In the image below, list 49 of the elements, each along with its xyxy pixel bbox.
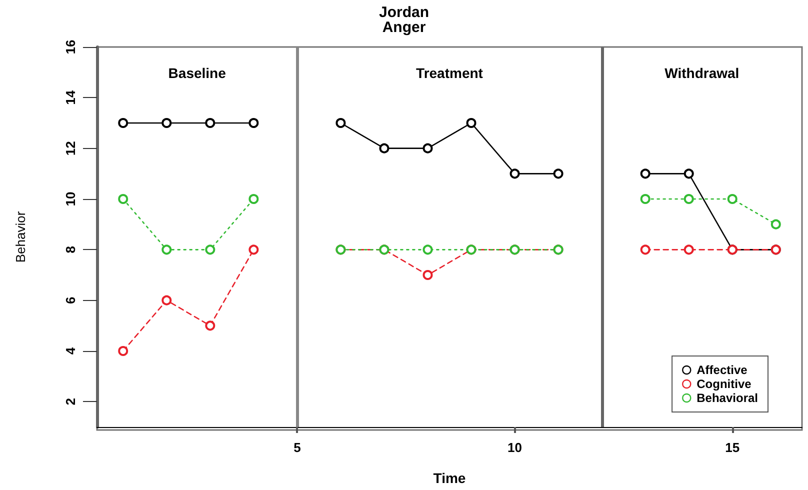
point [248, 194, 259, 204]
point [727, 194, 738, 204]
legend-label: Cognitive [696, 377, 752, 391]
point [510, 168, 520, 179]
point [118, 346, 128, 356]
point [162, 295, 172, 306]
point [684, 194, 694, 204]
y-tick-label: 10 [63, 192, 78, 206]
point [684, 168, 694, 179]
point [336, 118, 346, 128]
point [118, 118, 128, 128]
x-tick-label: 15 [725, 440, 740, 455]
point [248, 118, 259, 128]
x-tick-label: 10 [508, 440, 522, 455]
y-tick-label: 14 [63, 90, 78, 105]
point [205, 244, 216, 255]
point [422, 244, 433, 255]
y-tick-label: 16 [63, 40, 78, 54]
point [379, 143, 390, 154]
point [640, 244, 650, 255]
legend-label: Affective [696, 363, 748, 377]
chart-title: Jordan [378, 4, 430, 21]
y-axis-title: Behavior [13, 210, 28, 263]
point [205, 118, 216, 128]
y-tick-label: 4 [63, 346, 78, 355]
y-tick-label: 8 [63, 246, 78, 254]
point [770, 219, 781, 230]
y-tick-label: 6 [63, 296, 78, 304]
y-tick-label: 12 [63, 141, 78, 156]
point [205, 320, 216, 331]
x-axis-title: Time [433, 470, 466, 486]
point [553, 168, 564, 179]
y-tick-label: 2 [63, 398, 78, 406]
annotation: Treatment [416, 65, 484, 81]
point [162, 118, 172, 128]
annotation: Withdrawal [664, 65, 740, 81]
point [422, 270, 433, 280]
legend-label: Behavioral [696, 391, 758, 405]
point [640, 168, 650, 179]
point [422, 143, 433, 154]
point [118, 194, 128, 204]
point [640, 194, 650, 204]
chart-subtitle: Anger [382, 19, 426, 36]
point [248, 244, 259, 255]
point [162, 244, 172, 255]
point [466, 118, 476, 128]
annotation: Baseline [168, 65, 226, 81]
x-tick-label: 5 [294, 440, 301, 455]
point [684, 244, 694, 255]
